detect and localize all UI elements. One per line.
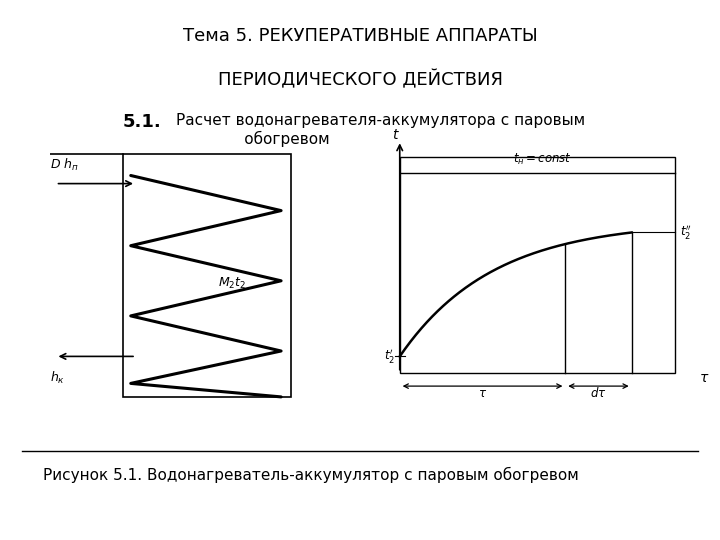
Text: $h_к$: $h_к$	[50, 370, 66, 386]
Text: $t_2'$: $t_2'$	[384, 347, 395, 366]
Text: $\tau$: $\tau$	[478, 387, 487, 400]
Text: ПЕРИОДИЧЕСКОГО ДЕЙСТВИЯ: ПЕРИОДИЧЕСКОГО ДЕЙСТВИЯ	[217, 70, 503, 89]
Text: $t$: $t$	[392, 128, 400, 142]
Text: Рисунок 5.1. Водонагреватель-аккумулятор с паровым обогревом: Рисунок 5.1. Водонагреватель-аккумулятор…	[43, 467, 579, 483]
Text: $\tau$: $\tau$	[699, 371, 710, 385]
Text: $t_н = const$: $t_н = const$	[513, 152, 572, 167]
Text: Тема 5. РЕКУПЕРАТИВНЫЕ АППАРАТЫ: Тема 5. РЕКУПЕРАТИВНЫЕ АППАРАТЫ	[183, 27, 537, 45]
Text: Расчет водонагревателя-аккумулятора с паровым
              обогревом: Расчет водонагревателя-аккумулятора с па…	[176, 113, 585, 147]
Bar	[400, 157, 675, 373]
Text: 5.1.: 5.1.	[122, 113, 161, 131]
Text: $d\tau$: $d\tau$	[590, 386, 607, 400]
Text: $t_2''$: $t_2''$	[680, 224, 691, 241]
Bar	[123, 154, 292, 397]
Text: $M_2t_2$: $M_2t_2$	[218, 276, 246, 291]
Text: $D\ h_п$: $D\ h_п$	[50, 157, 79, 173]
